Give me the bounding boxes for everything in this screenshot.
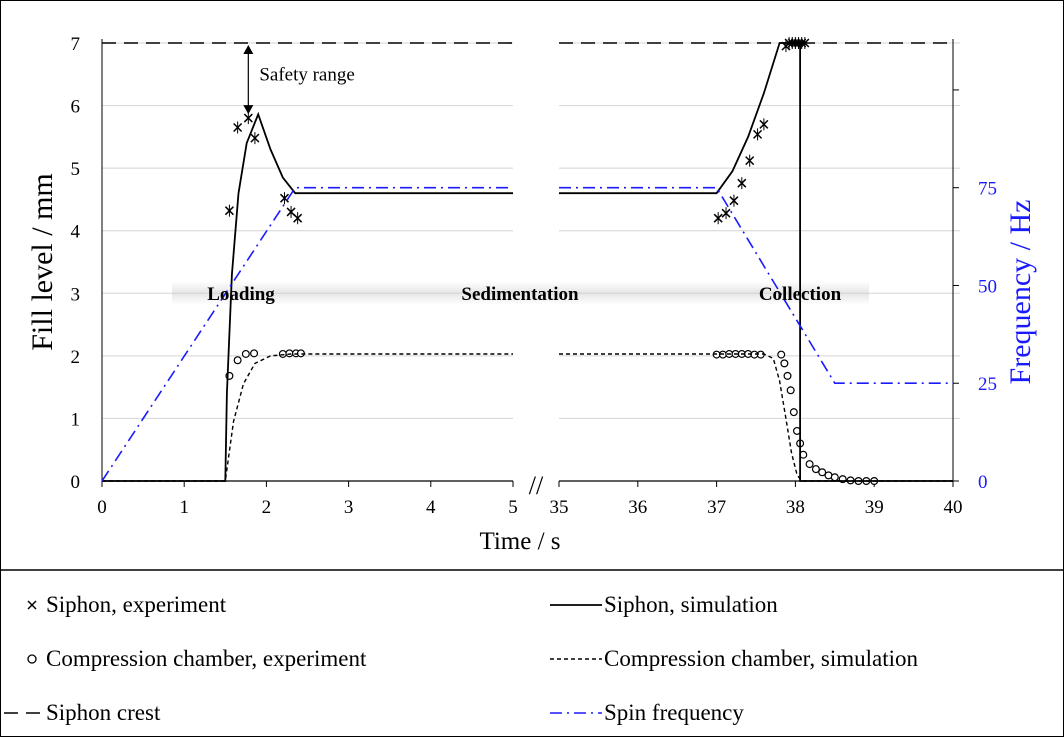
data-point-siphon-experiment [243, 112, 253, 125]
y-tick-label: 3 [71, 284, 81, 305]
x-tick-label: 3 [344, 497, 354, 518]
data-point-compression-chamber-experiment [780, 359, 789, 368]
y2-tick-label: 25 [978, 374, 997, 395]
series-line-compression-chamber-simulation [102, 353, 513, 482]
data-point-siphon-experiment [737, 177, 747, 190]
data-point-compression-chamber-experiment [783, 371, 792, 380]
data-point-compression-chamber-experiment [285, 349, 294, 358]
y-tick-label: 4 [71, 222, 81, 243]
y-tick-label: 6 [71, 97, 81, 118]
series-line-spin-frequency [101, 186, 513, 482]
safety-range-arrowhead-top [243, 45, 254, 54]
data-point-siphon-experiment [279, 192, 290, 205]
y2-tick-label: 0 [978, 472, 988, 493]
x-tick-label: 5 [508, 497, 518, 518]
phase-label: Loading [207, 284, 275, 305]
legend-label-compression-chamber-simulation: Compression chamber, simulation [604, 646, 919, 671]
data-point-compression-chamber-experiment [777, 350, 786, 359]
data-point-compression-chamber-experiment [233, 356, 242, 365]
x-tick-label: 4 [426, 497, 436, 518]
x-tick-label: 38 [786, 497, 805, 518]
legend-label-siphon-experiment: Siphon, experiment [46, 592, 227, 617]
data-point-compression-chamber-experiment [811, 465, 820, 474]
data-point-compression-chamber-experiment [789, 408, 798, 417]
data-point-siphon-experiment [721, 207, 731, 220]
x-tick-label: 36 [628, 497, 647, 518]
data-point-siphon-experiment [233, 121, 243, 134]
x-tick-label: 39 [865, 497, 884, 518]
data-point-compression-chamber-experiment [250, 349, 259, 358]
legend-label-siphon-crest: Siphon crest [46, 700, 161, 725]
x-tick-label: 0 [97, 497, 107, 518]
y-tick-label: 7 [71, 34, 81, 55]
series-line-siphon-simulation [559, 42, 953, 482]
y-tick-label: 1 [71, 409, 81, 430]
legend-label-spin-frequency: Spin frequency [604, 700, 744, 725]
legend-label-compression-chamber-experiment: Compression chamber, experiment [46, 646, 367, 671]
data-point-siphon-experiment [224, 204, 234, 217]
x-tick-label: 40 [944, 497, 963, 518]
data-point-siphon-experiment [713, 212, 723, 225]
y-tick-label: 0 [71, 472, 81, 493]
legend-label-siphon-simulation: Siphon, simulation [604, 592, 778, 617]
axis-break-mark: // [529, 471, 544, 500]
phase-label: Sedimentation [461, 284, 579, 305]
y-axis-title: Fill level / mm [26, 173, 59, 351]
series-line-spin-frequency [559, 186, 953, 384]
data-point-siphon-experiment [745, 154, 755, 167]
data-point-compression-chamber-experiment [241, 349, 250, 358]
x-tick-label: 1 [179, 497, 189, 518]
y2-tick-label: 75 [978, 179, 997, 200]
x-tick-label: 35 [550, 497, 569, 518]
phase-label: Collection [759, 284, 842, 305]
data-point-compression-chamber-experiment [786, 386, 795, 395]
series-line-compression-chamber-simulation [559, 353, 953, 482]
data-point-compression-chamber-experiment [830, 473, 839, 482]
data-point-siphon-experiment [729, 194, 739, 207]
series-line-siphon-simulation [102, 111, 513, 482]
y2-tick-label: 50 [978, 276, 997, 297]
legend-marker-siphon-experiment [27, 600, 37, 610]
x-tick-label: 2 [262, 497, 272, 518]
data-point-siphon-experiment [759, 118, 769, 131]
data-point-siphon-experiment [286, 205, 296, 218]
safety-range-label: Safety range [259, 64, 354, 85]
y2-axis-title: Frequency / Hz [1004, 200, 1037, 385]
data-point-siphon-experiment [293, 212, 303, 225]
legend-marker-compression-chamber-experiment [27, 654, 37, 664]
data-point-compression-chamber-experiment [818, 468, 827, 477]
safety-range-arrowhead-bottom [243, 105, 254, 115]
data-point-compression-chamber-experiment [278, 349, 287, 358]
data-point-compression-chamber-experiment [805, 460, 814, 469]
data-point-siphon-experiment [250, 132, 260, 145]
x-tick-label: 37 [707, 497, 726, 518]
y-tick-label: 5 [71, 159, 81, 180]
data-point-siphon-experiment [753, 128, 763, 141]
y-tick-label: 2 [71, 347, 81, 368]
x-axis-title: Time / s [479, 528, 560, 555]
